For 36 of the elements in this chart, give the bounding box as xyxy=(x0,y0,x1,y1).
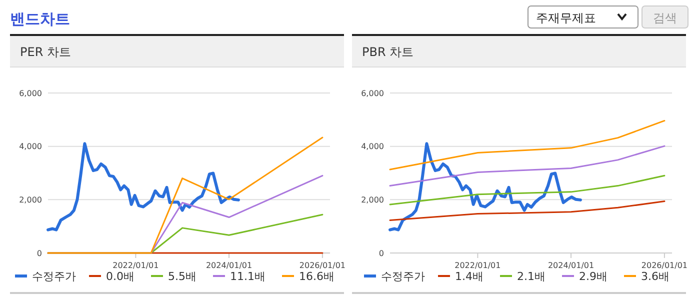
y-tick-label: 6,000 xyxy=(361,88,384,98)
legend-label: 2.1배 xyxy=(517,270,546,283)
legend-label: 0.0배 xyxy=(106,270,134,283)
y-tick-label: 0 xyxy=(36,248,42,258)
line-series xyxy=(389,200,666,221)
line-series xyxy=(389,174,666,206)
x-tick-label: 2022/01/01 xyxy=(112,261,159,270)
y-tick-label: 6,000 xyxy=(19,88,42,98)
chart-title: PBR 차트 xyxy=(362,45,414,59)
y-tick-label: 0 xyxy=(378,248,384,258)
legend-label: 5.5배 xyxy=(168,270,196,283)
line-series xyxy=(389,120,666,170)
line-series xyxy=(389,145,666,187)
line-series xyxy=(47,136,324,254)
x-tick-label: 2026/01/01 xyxy=(299,261,346,270)
x-tick-label: 2024/01/01 xyxy=(548,261,594,270)
y-tick-label: 2,000 xyxy=(19,195,42,204)
text: 검색 xyxy=(653,11,677,25)
legend-label: 1.4배 xyxy=(455,270,484,283)
legend-label: 수정주가 xyxy=(381,270,425,283)
text: 밴드차트 xyxy=(10,10,70,28)
legend-label: 3.6배 xyxy=(641,270,670,283)
legend-label: 수정주가 xyxy=(32,270,76,283)
line-series xyxy=(388,142,582,232)
y-tick-label: 2,000 xyxy=(361,195,384,204)
legend-label: 16.6배 xyxy=(299,270,334,283)
x-tick-label: 2026/01/01 xyxy=(641,261,688,270)
legend-label: 11.1배 xyxy=(230,270,266,283)
x-tick-label: 2022/01/01 xyxy=(454,261,501,270)
y-tick-label: 4,000 xyxy=(361,142,384,152)
legend-label: 2.9배 xyxy=(579,270,608,283)
x-tick-label: 2024/01/01 xyxy=(206,261,252,270)
y-tick-label: 4,000 xyxy=(19,142,42,152)
chart-title: PER 차트 xyxy=(20,45,71,59)
text: 주재무제표 xyxy=(536,11,596,25)
line-series xyxy=(46,142,240,232)
